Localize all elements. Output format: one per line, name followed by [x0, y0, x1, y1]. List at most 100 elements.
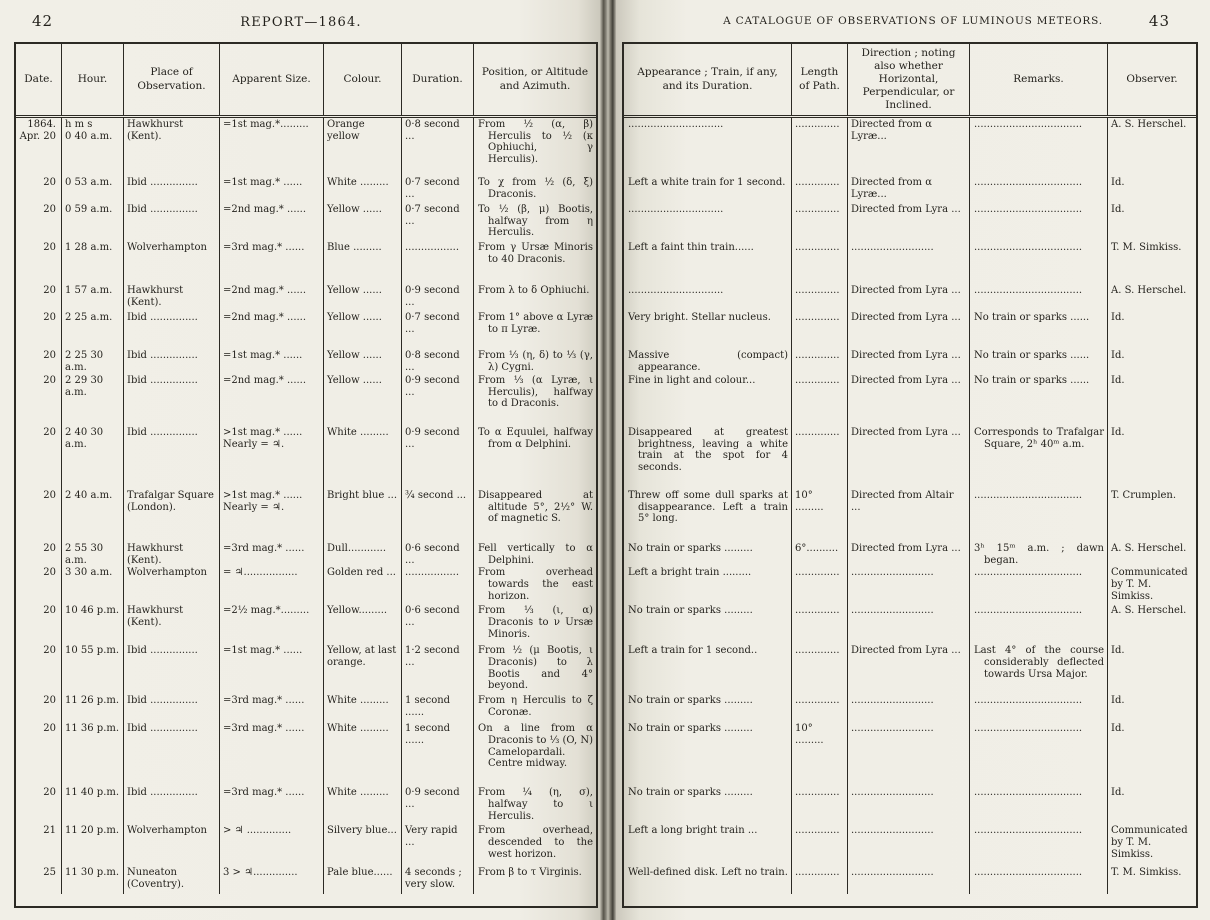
cell-duration: 0·9 second ...: [402, 374, 474, 426]
table-row: 20 2 25 a.m. Ibid ............... =2nd mag.…: [16, 311, 596, 349]
cell-remarks: ..................................: [970, 866, 1108, 895]
cell-size: =2½ mag.*.........: [220, 604, 324, 645]
cell-direction: Directed from Lyra ...: [848, 349, 970, 374]
cell-duration: 1 second ......: [402, 694, 474, 723]
left-table-body: 1864. Apr. 20 h m s 0 40 a.m. Hawkhurst (K…: [16, 118, 596, 895]
cell-hour: 11 36 p.m.: [62, 722, 124, 787]
table-row: 20 2 40 a.m. Trafalgar Square (London). >1s…: [16, 489, 596, 542]
cell-observer: Id.: [1111, 787, 1125, 799]
cell-hour: 11 30 p.m.: [62, 866, 124, 895]
cell-direction: ..........................: [848, 604, 970, 645]
cell-length: ..............: [792, 786, 848, 825]
cell-size: 3 > ♃..............: [220, 866, 324, 895]
book-binding-gutter: [600, 0, 616, 920]
cell-observer: Id.: [1111, 350, 1125, 361]
cell-place: Wolverhampton: [124, 566, 220, 605]
cell-place: Ibid ...............: [124, 722, 220, 787]
cell-direction: ..........................: [848, 722, 970, 787]
cell-colour: Yellow ......: [324, 349, 402, 374]
cell-remarks: ..................................: [970, 284, 1108, 311]
cell-duration: 0·8 second ...: [402, 349, 474, 374]
right-table-body: ........................................…: [624, 118, 1196, 895]
cell-duration: 1·2 second ...: [402, 644, 474, 695]
cell-colour: Yellow ......: [324, 203, 402, 241]
cell-observer: A. S. Herschel.: [1111, 543, 1187, 554]
cell-place: Trafalgar Square (London).: [124, 489, 220, 542]
cell-duration: 0·6 second ...: [402, 604, 474, 645]
cell-appearance: No train or sparks .........: [624, 542, 792, 567]
cell-size: =1st mag.* ......: [220, 349, 324, 374]
cell-date: 20: [16, 426, 62, 489]
table-row: Disappeared at greatest brightness, leav…: [624, 426, 1196, 489]
cell-place: Hawkhurst (Kent).: [124, 604, 220, 645]
cell-place: Ibid ...............: [124, 374, 220, 426]
cell-direction: Directed from Lyra ...: [848, 374, 970, 426]
cell-place: Hawkhurst (Kent).: [124, 284, 220, 311]
cell-remarks: ..................................: [970, 203, 1108, 241]
cell-hour: 10 55 p.m.: [62, 644, 124, 695]
cell-direction: ..........................: [848, 241, 970, 284]
cell-observer: A. S. Herschel.: [1111, 119, 1187, 130]
table-row: 20 11 36 p.m. Ibid ............... =3rd mag…: [16, 722, 596, 787]
cell-size: =1st mag.*.........: [220, 118, 324, 176]
cell-direction: Directed from Lyra ...: [848, 311, 970, 349]
cell-length: ..............: [792, 824, 848, 867]
cell-length: ..............: [792, 176, 848, 203]
cell-place: Hawkhurst (Kent).: [124, 118, 220, 176]
cell-colour: Yellow ......: [324, 284, 402, 311]
cell-remarks: ..................................: [970, 604, 1108, 645]
running-head-title: A CATALOGUE OF OBSERVATIONS OF LUMINOUS …: [723, 15, 1103, 27]
cell-length: ..............: [792, 241, 848, 284]
cell-colour: White .........: [324, 722, 402, 787]
cell-appearance: No train or sparks .........: [624, 722, 792, 787]
cell-colour: Bright blue ...: [324, 489, 402, 542]
cell-position: From ⅓ (α Lyræ, ι Herculis), halfway to …: [478, 375, 593, 410]
cell-position: From γ Ursæ Minoris to 40 Draconis.: [478, 242, 593, 265]
cell-size: =2nd mag.* ......: [220, 374, 324, 426]
cell-direction: Directed from Lyra ...: [848, 203, 970, 241]
cell-position: From η Herculis to ζ Coronæ.: [478, 695, 593, 719]
running-head-title: REPORT—1864.: [240, 15, 362, 30]
column-header-duration: Duration.: [402, 44, 474, 115]
cell-duration: 1 second ......: [402, 722, 474, 787]
cell-size: >1st mag.* ...... Nearly = ♃.: [220, 489, 324, 542]
table-row: 20 10 55 p.m. Ibid ............... =1st mag…: [16, 644, 596, 695]
column-header-colour: Colour.: [324, 44, 402, 115]
cell-colour: Silvery blue...: [324, 824, 402, 867]
cell-position: To χ from ½ (δ, ξ) Draconis.: [478, 177, 593, 200]
column-header-direction: Direction ; noting also whether Horizont…: [848, 44, 970, 115]
cell-hour: h m s 0 40 a.m.: [62, 118, 124, 176]
cell-appearance: Well-defined disk. Left no train.: [624, 866, 792, 895]
left-running-head: 42 REPORT—1864.: [0, 0, 602, 40]
cell-length: 6°..........: [792, 542, 848, 567]
table-row: 20 11 40 p.m. Ibid ............... =3rd mag…: [16, 786, 596, 825]
cell-place: Nuneaton (Coventry).: [124, 866, 220, 895]
right-running-head: A CATALOGUE OF OBSERVATIONS OF LUMINOUS …: [616, 0, 1210, 40]
cell-colour: Yellow, at last orange.: [324, 644, 402, 695]
table-row: Fine in light and colour................…: [624, 374, 1196, 426]
cell-date: 20: [16, 311, 62, 349]
cell-length: ..............: [792, 426, 848, 489]
cell-position: From ½ (μ Bootis, ι Draconis) to λ Booti…: [478, 645, 593, 692]
column-header-remarks: Remarks.: [970, 44, 1108, 115]
cell-length: ..............: [792, 644, 848, 695]
cell-appearance: Left a bright train .........: [624, 566, 792, 605]
table-row: 1864. Apr. 20 h m s 0 40 a.m. Hawkhurst (K…: [16, 118, 596, 176]
cell-appearance: Disappeared at greatest brightness, leav…: [624, 426, 792, 489]
column-header-hour: Hour.: [62, 44, 124, 115]
cell-colour: White .........: [324, 176, 402, 203]
cell-length: 10° .........: [792, 489, 848, 542]
cell-date: 20: [16, 644, 62, 695]
cell-remarks: 3ʰ 15ᵐ a.m. ; dawn began.: [970, 542, 1108, 567]
cell-observer: Id.: [1111, 204, 1125, 215]
cell-remarks: Corresponds to Trafalgar Square, 2ʰ 40ᵐ …: [970, 426, 1108, 489]
cell-hour: 2 40 a.m.: [62, 489, 124, 542]
cell-length: ..............: [792, 604, 848, 645]
cell-hour: 11 26 p.m.: [62, 694, 124, 723]
cell-size: =1st mag.* ......: [220, 176, 324, 203]
cell-observer: T. Crumplen.: [1111, 490, 1177, 501]
cell-observer: A. S. Herschel.: [1111, 285, 1187, 296]
cell-hour: 1 57 a.m.: [62, 284, 124, 311]
cell-appearance: Threw off some dull sparks at disappeara…: [624, 489, 792, 542]
